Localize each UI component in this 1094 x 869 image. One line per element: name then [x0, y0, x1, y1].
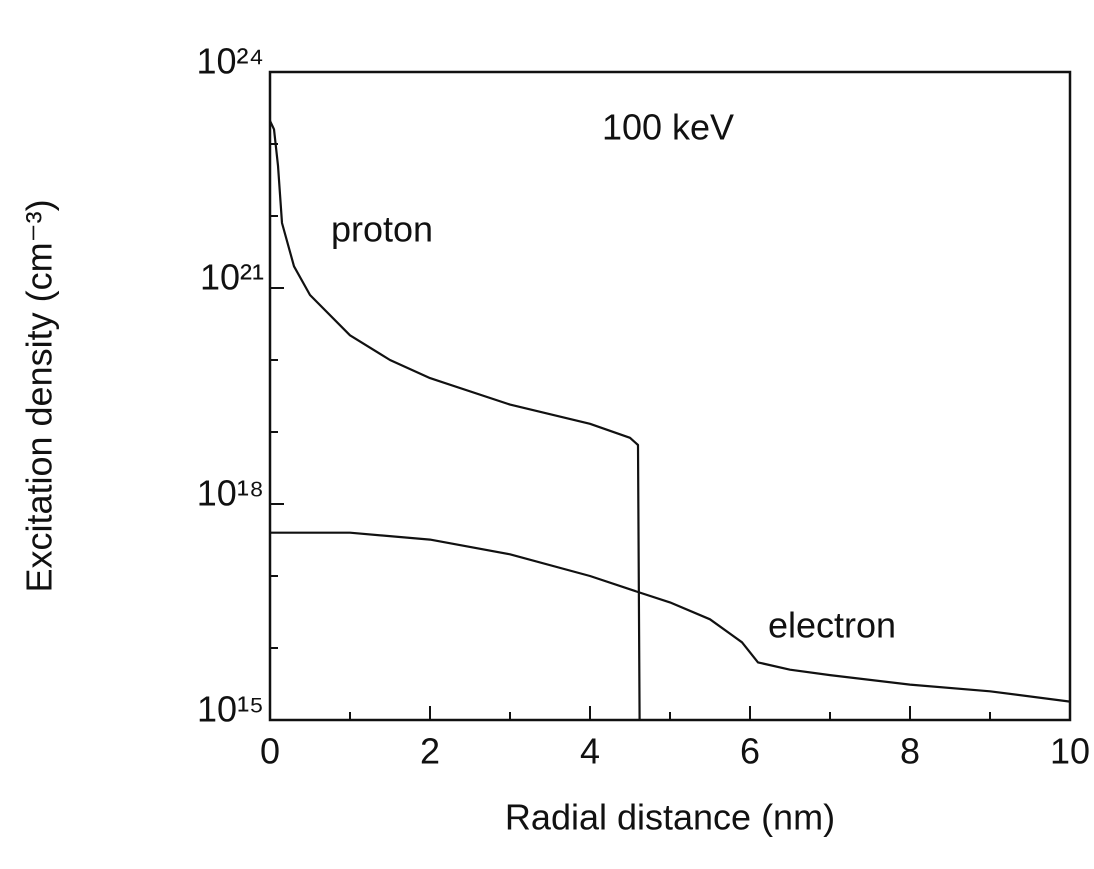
- y-tick-label: 10²¹: [200, 257, 264, 298]
- x-tick-label: 0: [260, 731, 280, 772]
- y-tick-label: 10²⁴: [197, 41, 265, 82]
- series-line: [270, 531, 1071, 703]
- series-line: [269, 120, 641, 721]
- series-label: proton: [331, 209, 433, 250]
- x-tick-label: 6: [740, 731, 760, 772]
- y-tick-label: 10¹⁸: [197, 473, 264, 514]
- annotation: 100 keV: [602, 107, 734, 148]
- y-axis-label: Excitation density (cm⁻³): [19, 199, 60, 592]
- series-label: electron: [768, 605, 896, 646]
- x-tick-label: 4: [580, 731, 600, 772]
- x-tick-label: 10: [1050, 731, 1090, 772]
- x-tick-label: 8: [900, 731, 920, 772]
- x-tick-label: 2: [420, 731, 440, 772]
- x-axis-label: Radial distance (nm): [505, 797, 835, 838]
- plot-frame: [268, 70, 1072, 722]
- y-tick-label: 10¹⁵: [197, 689, 264, 730]
